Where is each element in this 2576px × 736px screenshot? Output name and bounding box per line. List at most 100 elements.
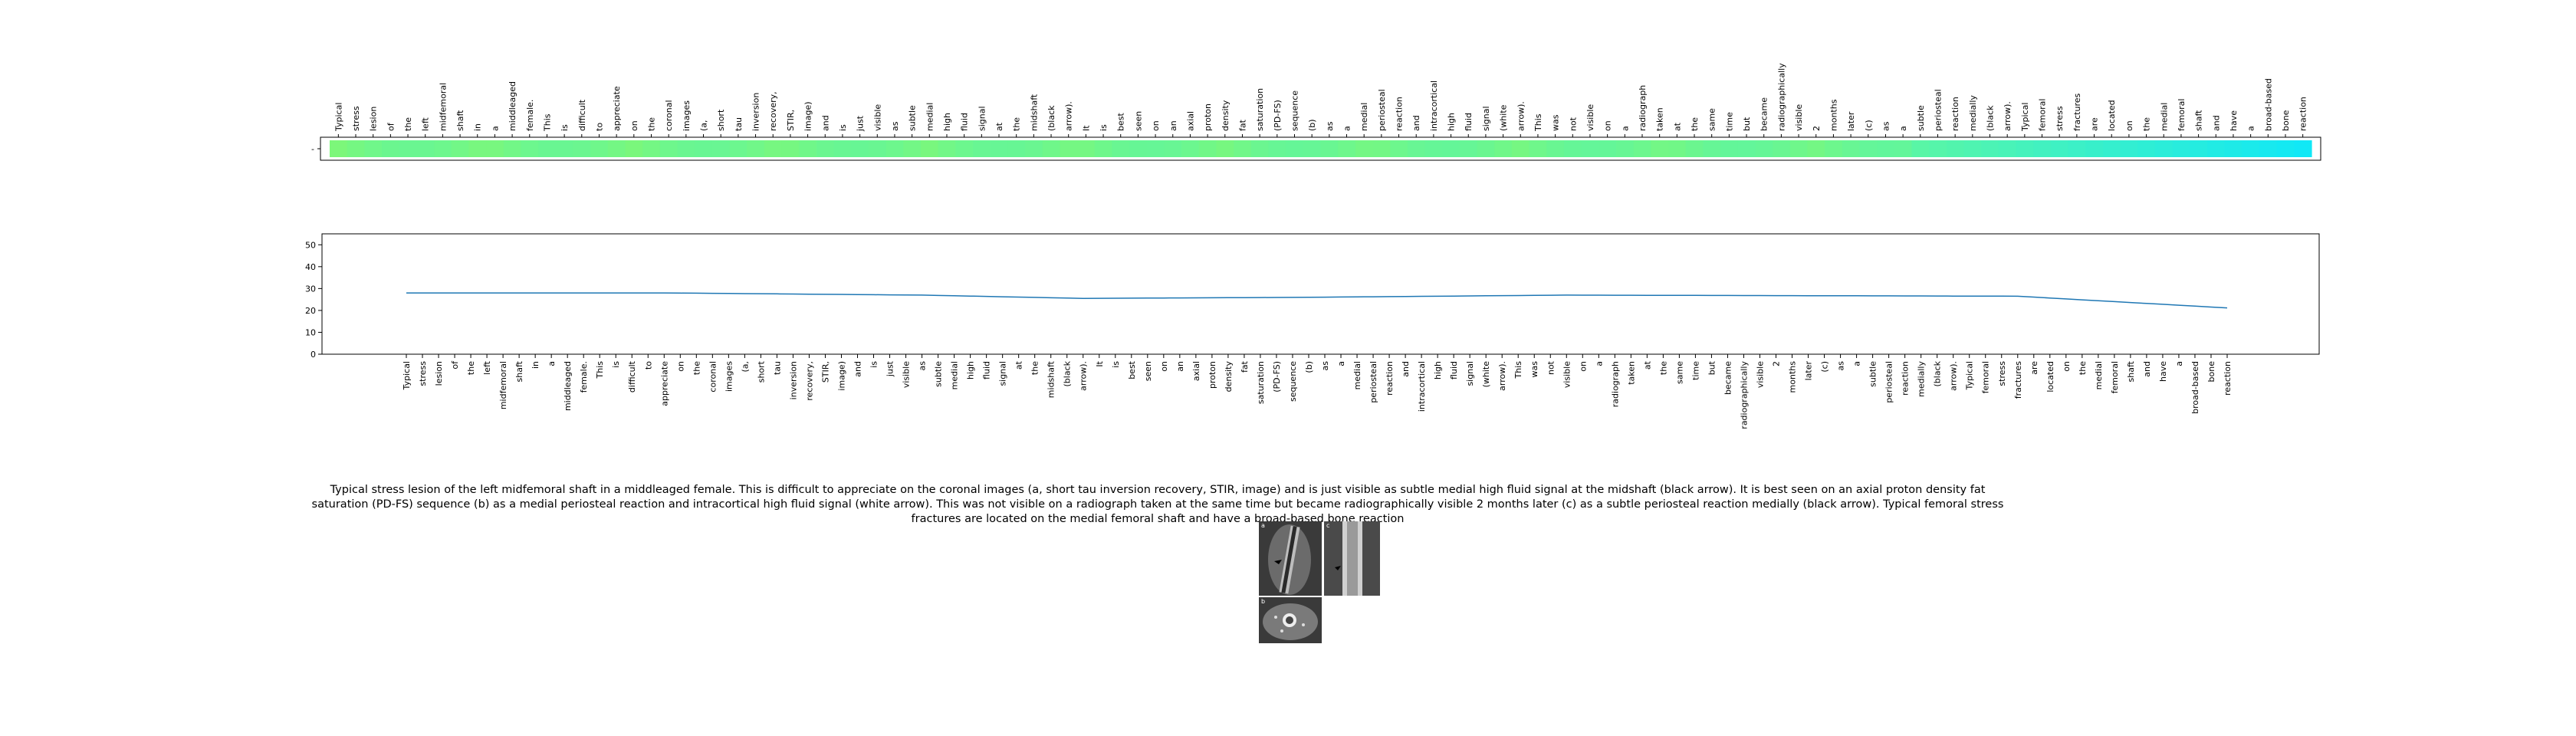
heatmap-cell [503, 140, 522, 157]
heatmap-token-label: broad-based [2263, 78, 2273, 131]
heatmap-token-label: signal [977, 106, 987, 131]
line-xtick-label: just [886, 360, 895, 377]
line-xtick-label: midshaft [1046, 360, 1056, 398]
heatmap-cell [607, 140, 626, 157]
heatmap-cell [1877, 140, 1895, 157]
thumbnail-letter: c [1326, 522, 1330, 529]
line-xtick-label: Typical [402, 361, 412, 390]
heatmap-token-label: inversion [751, 93, 761, 131]
line-xtick-label: midfemoral [498, 361, 508, 409]
heatmap-token-label: as [890, 121, 900, 131]
line-xtick-label: left [482, 360, 492, 375]
heatmap-cell [1459, 140, 1478, 157]
line-xtick-label: taken [1626, 361, 1636, 385]
line-xtick-label: subtle [934, 361, 944, 387]
line-xtick-label: high [966, 361, 976, 380]
heatmap-token-label: tau [734, 117, 744, 131]
heatmap-cell [1355, 140, 1374, 157]
heatmap-cell [695, 140, 713, 157]
heatmap-token-label: short [716, 109, 726, 131]
line-xtick-label: on [2062, 361, 2072, 372]
heatmap-cell [468, 140, 487, 157]
heatmap-cell [886, 140, 904, 157]
heatmap-cell [1998, 140, 2017, 157]
heatmap-cell [555, 140, 574, 157]
line-xtick-label: visible [1755, 361, 1765, 388]
line-xtick-label: became [1723, 361, 1733, 395]
heatmap-cell [1286, 140, 1304, 157]
heatmap-cell [711, 140, 731, 157]
line-xtick-label: shaft [514, 360, 524, 382]
heatmap-token-label: fluid [960, 113, 970, 131]
line-xtick-label: (a, [740, 361, 750, 373]
heatmap-cell [851, 140, 869, 157]
line-xtick-label: arrow). [1079, 361, 1089, 391]
line-xtick-label: a [1336, 361, 1346, 366]
heatmap-token-label: recovery, [768, 91, 778, 131]
heatmap-cell [1668, 140, 1687, 157]
line-xtick-label: Typical [1965, 361, 1975, 390]
heatmap-cell [1981, 140, 1999, 157]
heatmap-token-label: fat [1237, 119, 1247, 131]
heatmap-token-label: intracortical [1429, 80, 1439, 131]
thumbnail-letter: a [1261, 522, 1265, 529]
heatmap-token-label: (black [1986, 105, 1996, 131]
heatmap-cell [1077, 140, 1096, 157]
heatmap-cell [2276, 140, 2295, 157]
line-xtick-label: and [2142, 361, 2152, 377]
line-ytick-label: 10 [305, 327, 316, 337]
heatmap-token-label: This [1533, 113, 1543, 132]
heatmap-token-label: became [1760, 97, 1769, 131]
heatmap-token-label: an [1168, 120, 1178, 131]
line-xtick-label: difficult [627, 360, 637, 393]
heatmap-cell [590, 140, 609, 157]
line-xtick-label: intracortical [1417, 361, 1427, 412]
line-xtick-label: on [675, 361, 685, 372]
heatmap-token-label: the [1690, 117, 1700, 131]
line-xtick-label: later [1804, 361, 1814, 381]
heatmap-token-label: is [560, 124, 570, 131]
heatmap-token-label: saturation [1255, 88, 1265, 131]
line-xtick-label: fat [1240, 360, 1250, 373]
heatmap-token-label: STIR, [786, 110, 796, 131]
line-xtick-label: seen [1143, 361, 1153, 381]
line-xtick-label: This [595, 361, 605, 380]
heatmap-token-label: difficult [577, 99, 587, 131]
heatmap-cell [1563, 140, 1582, 157]
line-xtick-label: arrow). [1497, 361, 1507, 391]
heatmap-token-label: axial [1185, 111, 1195, 131]
heatmap-ytick-label: - [311, 144, 314, 154]
line-xtick-label: on [1159, 361, 1169, 372]
heatmap-token-label: image) [803, 101, 813, 131]
line-xtick-label: signal [1465, 361, 1475, 386]
line-xtick-label: the [2078, 361, 2088, 375]
line-xtick-label: medially [1917, 361, 1927, 397]
heatmap-token-label: proton [1203, 104, 1213, 131]
heatmap-cell [1633, 140, 1651, 157]
heatmap-cell [1390, 140, 1408, 157]
figure-caption: Typical stress lesion of the left midfem… [311, 484, 2004, 525]
heatmap-cell [1685, 140, 1704, 157]
heatmap-cell [1703, 140, 1721, 157]
heatmap-cell [1737, 140, 1756, 157]
heatmap-cell [764, 140, 783, 157]
heatmap-token-label: middleaged [508, 81, 518, 131]
heatmap-cell [990, 140, 1008, 157]
heatmap-token-label: visible [1585, 104, 1595, 131]
line-xtick-label: 2 [1772, 361, 1782, 366]
line-xtick-label: inversion [788, 361, 798, 399]
line-ytick-label: 40 [305, 262, 316, 272]
heatmap-cell [1007, 140, 1026, 157]
heatmap-token-label: same [1707, 108, 1717, 131]
heatmap-cell [938, 140, 956, 157]
heatmap-token-label: fractures [2072, 93, 2082, 131]
heatmap-cell [1615, 140, 1635, 157]
heatmap-cell [1529, 140, 1547, 157]
line-xtick-label: on [1578, 361, 1588, 372]
heatmap-token-label: arrow). [1516, 101, 1526, 131]
thumbnail-letter: b [1261, 598, 1266, 605]
heatmap-cell [2242, 140, 2260, 157]
heatmap-cell [434, 140, 452, 157]
heatmap-token-label: the [1012, 117, 1022, 131]
heatmap-token-label: medial [925, 103, 935, 131]
